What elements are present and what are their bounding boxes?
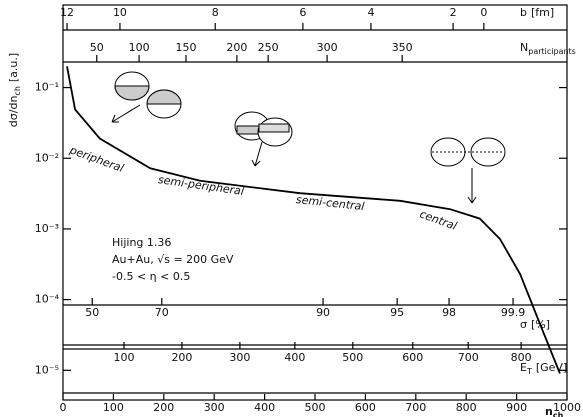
secondary-tick-label: 4 (367, 6, 374, 19)
secondary-tick-label: 300 (317, 41, 338, 54)
y-axis-label-main: dσ/dn (7, 96, 20, 128)
y-axis-label-sub: ch (13, 86, 22, 95)
secondary-tick-label: 2 (450, 6, 457, 19)
y-tick-label: 10⁻⁴ (35, 293, 60, 306)
secondary-tick-label: 70 (155, 306, 169, 319)
secondary-tick-label: 12 (60, 6, 74, 19)
region-label: central (418, 207, 459, 232)
secondary-tick-label: 700 (458, 351, 479, 364)
secondary-tick-label: 400 (284, 351, 305, 364)
x-tick-label: 0 (60, 401, 67, 414)
x-axis-label-sub: ch (553, 411, 564, 417)
y-tick-label: 10⁻² (35, 151, 59, 164)
secondary-tick-label: 98 (442, 306, 456, 319)
secondary-axis-label-sub: participants (528, 47, 576, 56)
secondary-tick-label: 99.9 (501, 306, 526, 319)
secondary-tick-label: 10 (113, 6, 127, 19)
secondary-tick-label: 95 (390, 306, 404, 319)
x-tick-label: 700 (405, 401, 426, 414)
secondary-tick-label: 250 (258, 41, 279, 54)
secondary-tick-label: 150 (175, 41, 196, 54)
info-text: Au+Au, √s = 200 GeV (112, 253, 234, 266)
secondary-axis-label-main: E (520, 361, 527, 374)
secondary-axis-label-main: N (520, 41, 528, 54)
y-axis-label-unit: [a.u.] (7, 53, 20, 82)
secondary-tick-label: 6 (299, 6, 306, 19)
x-tick-label: 400 (254, 401, 275, 414)
x-tick-label: 300 (204, 401, 225, 414)
y-tick-label: 10⁻⁵ (35, 363, 59, 376)
secondary-axis-label: σ [%] (520, 318, 550, 331)
y-tick-label: 10⁻³ (35, 222, 59, 235)
secondary-axis-label-main: σ (520, 318, 527, 331)
secondary-axis-label-main: b (520, 6, 527, 19)
secondary-axis-label-unit: [fm] (531, 6, 554, 19)
x-axis-label: nch (545, 405, 564, 417)
secondary-tick-label: 90 (316, 306, 330, 319)
secondary-tick-label: 8 (212, 6, 219, 19)
secondary-tick-label: 50 (90, 41, 104, 54)
x-tick-label: 600 (355, 401, 376, 414)
x-axis-label-main: n (545, 405, 553, 417)
x-tick-label: 500 (305, 401, 326, 414)
secondary-tick-label: 600 (402, 351, 423, 364)
y-axis-label: dσ/dnch [a.u.] (7, 53, 22, 127)
info-text: Hijing 1.36 (112, 236, 171, 249)
x-tick-label: 900 (506, 401, 527, 414)
secondary-axis-label-unit: [GeV] (536, 361, 567, 374)
secondary-tick-label: 200 (226, 41, 247, 54)
nuclei-central (430, 137, 506, 204)
y-tick-label: 10⁻¹ (35, 81, 59, 94)
secondary-tick-label: 200 (171, 351, 192, 364)
x-tick-label: 800 (456, 401, 477, 414)
secondary-axis-label: Nparticipants (520, 41, 576, 56)
x-tick-label: 100 (103, 401, 124, 414)
secondary-axis-label: b [fm] (520, 6, 554, 19)
secondary-tick-label: 350 (392, 41, 413, 54)
x-tick-label: 200 (153, 401, 174, 414)
nuclei-semi-peripheral (234, 111, 293, 167)
region-label: semi-peripheral (157, 173, 245, 198)
curve (66, 66, 561, 374)
secondary-tick-label: 50 (85, 306, 99, 319)
region-label: semi-central (295, 193, 365, 213)
secondary-tick-label: 0 (480, 6, 487, 19)
nuclei-peripheral (111, 71, 182, 123)
secondary-tick-label: 100 (129, 41, 150, 54)
secondary-tick-label: 100 (113, 351, 134, 364)
secondary-tick-label: 300 (229, 351, 250, 364)
secondary-axis-label-sub: T (526, 367, 532, 376)
secondary-tick-label: 500 (342, 351, 363, 364)
secondary-tick-label: 800 (511, 351, 532, 364)
x-tick-label: 1000 (553, 401, 581, 414)
info-text: -0.5 < η < 0.5 (112, 270, 190, 283)
